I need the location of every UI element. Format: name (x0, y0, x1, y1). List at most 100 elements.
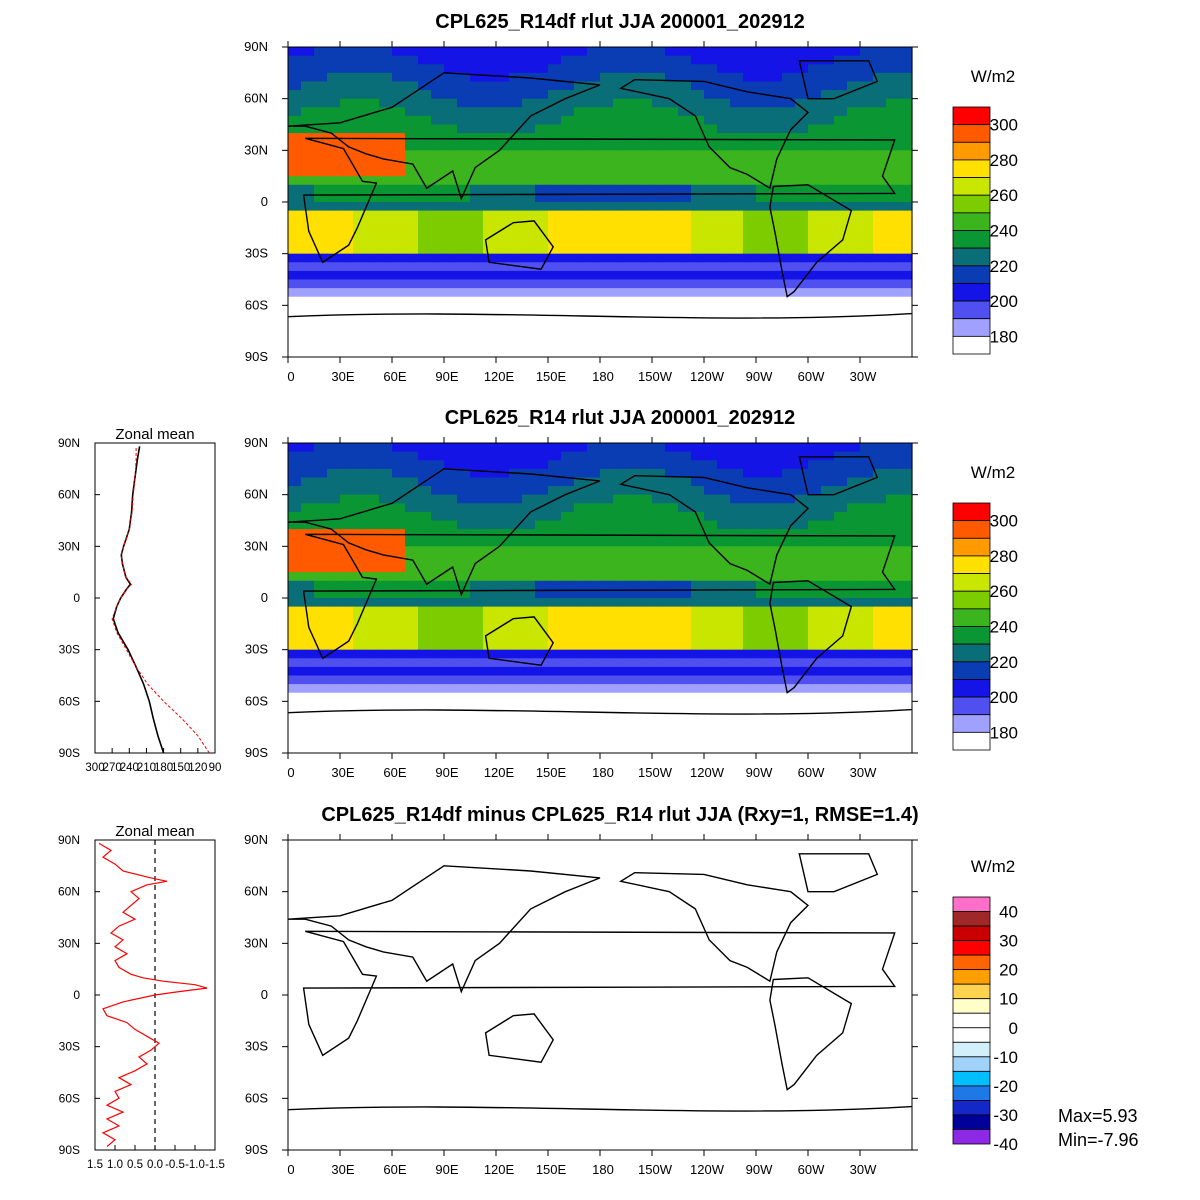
map-cell (418, 262, 432, 272)
map-cell (665, 150, 679, 160)
map-cell (769, 90, 783, 100)
map-cell (561, 98, 575, 108)
map-cell (873, 55, 887, 65)
map-cell (509, 554, 523, 565)
map-cell (340, 554, 354, 565)
map-cell (392, 141, 406, 151)
map-cell (639, 554, 653, 565)
map-cell (535, 176, 549, 186)
map-cell (431, 477, 445, 487)
map-cell (678, 563, 692, 573)
map-cell (457, 270, 471, 281)
map-cell (704, 184, 718, 194)
map-cell (340, 623, 354, 634)
map-cell (678, 632, 692, 642)
map-cell (639, 692, 653, 702)
zonal-series-difference (98, 842, 208, 1148)
map-cell (717, 537, 731, 547)
map-cell (899, 641, 913, 651)
map-cell (782, 658, 796, 668)
map-cell (470, 623, 484, 634)
map-cell (834, 262, 848, 272)
map-cell (587, 658, 601, 668)
map-cell (509, 219, 523, 229)
map-cell (613, 176, 627, 186)
map-cell (899, 47, 913, 57)
map-cell (405, 55, 419, 65)
map-cell (483, 520, 497, 530)
map-cell (860, 227, 874, 238)
map-cell (665, 468, 679, 479)
map-cell (340, 288, 354, 298)
map-cell (379, 684, 393, 694)
map-cell (392, 589, 406, 599)
map-cell (769, 219, 783, 229)
map-cell (860, 184, 874, 194)
map-cell (847, 81, 861, 91)
map-cell (522, 141, 536, 151)
map-cell (509, 176, 523, 186)
map-cell (340, 81, 354, 91)
map-cell (600, 563, 614, 573)
map-cell (795, 202, 809, 212)
map-cell (574, 537, 588, 547)
map-cell (366, 632, 380, 642)
map-cell (444, 193, 458, 203)
map-cell (548, 81, 562, 91)
map-cell (730, 115, 744, 126)
map-cell (418, 296, 432, 306)
map-cell (886, 494, 900, 504)
map-cell (769, 150, 783, 160)
map-cell (314, 451, 328, 461)
map-cell (366, 486, 380, 496)
map-cell (587, 270, 601, 281)
map-cell (353, 580, 367, 590)
map-cell (821, 641, 835, 651)
map-cell (769, 176, 783, 186)
map-cell (795, 511, 809, 522)
map-cell (301, 47, 315, 57)
map-cell (782, 253, 796, 263)
map-cell (561, 546, 575, 556)
map-cell (613, 511, 627, 522)
map-cell (301, 572, 315, 582)
map-cell (717, 692, 731, 702)
map-cell (613, 98, 627, 108)
map-cell (691, 219, 705, 229)
map-cell (756, 270, 770, 281)
zonal-series-case (112, 446, 165, 754)
map-cell (418, 468, 432, 479)
map-cell (769, 537, 783, 547)
map-cell (860, 649, 874, 659)
map-cell (782, 98, 796, 108)
map-cell (522, 219, 536, 229)
map-cell (405, 451, 419, 461)
map-cell (574, 167, 588, 177)
map-cell (587, 115, 601, 126)
map-cell (678, 296, 692, 306)
map-cell (613, 477, 627, 487)
map-cell (548, 529, 562, 539)
colorbar-label: 10 (999, 990, 1018, 1009)
map-cell (756, 494, 770, 504)
map-cell (314, 219, 328, 229)
map-cell (847, 124, 861, 134)
map-cell (691, 606, 705, 616)
map-cell (496, 219, 510, 229)
map-cell (691, 598, 705, 608)
map-cell (587, 55, 601, 65)
map-cell (834, 572, 848, 582)
map-cell (470, 649, 484, 659)
map-cell (782, 606, 796, 616)
map-cell (509, 529, 523, 539)
map-cell (847, 675, 861, 685)
map-cell (873, 270, 887, 281)
map-cell (847, 563, 861, 573)
map-cell (652, 55, 666, 65)
map-cell (704, 150, 718, 160)
map-cell (678, 219, 692, 229)
map-cell (665, 210, 679, 220)
map-cell (899, 133, 913, 143)
map-cell (600, 675, 614, 685)
map-cell (314, 537, 328, 547)
